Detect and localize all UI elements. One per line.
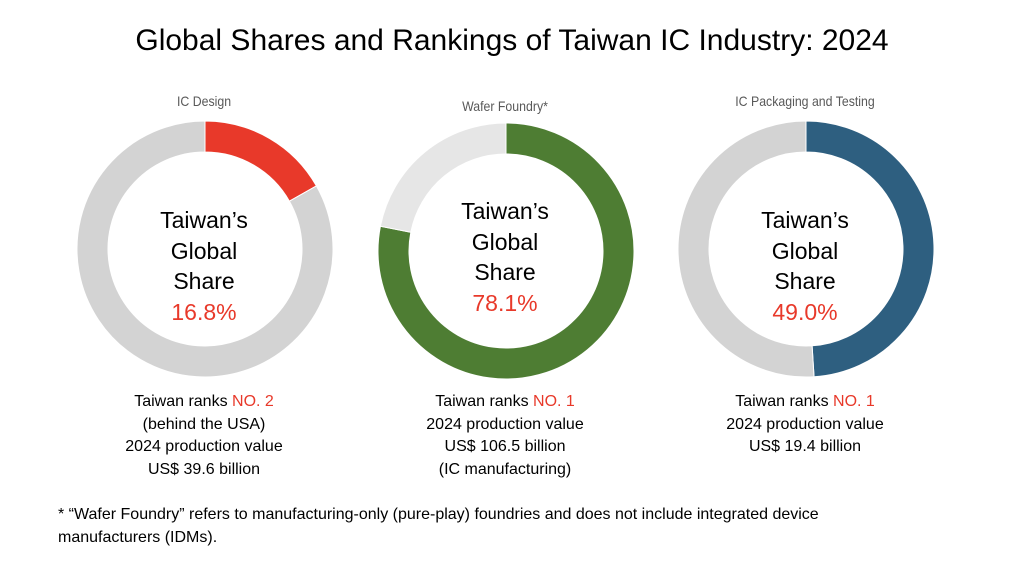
donut-slice-2-rest [677,120,815,378]
center-text-wafer-foundry: Taiwan’s Global Share 78.1% [405,196,605,318]
center-line: Share [173,268,235,294]
note-line: (IC manufacturing) [438,460,572,478]
note-line: 2024 production value [726,415,884,433]
chart-label-ic-packaging: IC Packaging and Testing [735,93,875,109]
rank-value: NO. 1 [833,393,875,410]
description-wafer-foundry: Taiwan ranks NO. 1 2024 production value… [355,391,655,481]
center-line: Taiwan’s [761,207,849,233]
center-line: Share [474,259,536,285]
center-line: Taiwan’s [461,198,549,224]
note-line: (behind the USA) [142,415,266,433]
rank-prefix: Taiwan ranks [435,393,534,410]
share-value: 78.1% [472,289,538,316]
note-line: US$ 106.5 billion [444,438,566,455]
note-line: 2024 production value [125,438,283,455]
footnote: * “Wafer Foundry” refers to manufacturin… [58,503,978,549]
footnote-line: manufacturers (IDMs). [58,529,218,546]
share-value: 16.8% [171,298,237,325]
rank-prefix: Taiwan ranks [735,393,834,410]
note-line: 2024 production value [426,415,584,433]
center-text-ic-packaging: Taiwan’s Global Share 49.0% [705,205,905,327]
note-line: US$ 19.4 billion [748,438,862,455]
rank-line: Taiwan ranks NO. 1 [655,391,955,414]
center-line: Share [774,268,836,294]
center-line: Global [170,237,238,264]
note-line: US$ 39.6 billion [147,460,261,478]
donut-slice-0-rest [76,120,334,378]
description-ic-packaging: Taiwan ranks NO. 1 2024 production value… [655,391,955,459]
center-text-ic-design: Taiwan’s Global Share 16.8% [104,205,304,327]
chart-title: Global Shares and Rankings of Taiwan IC … [135,24,889,57]
rank-prefix: Taiwan ranks [134,393,233,410]
donut-slice-1-rest [379,122,507,233]
description-ic-design: Taiwan ranks NO. 2 (behind the USA) 2024… [54,391,354,481]
donut-slice-2-taiwan [805,120,935,378]
rank-value: NO. 1 [533,393,575,410]
rank-value: NO. 2 [232,393,274,410]
rank-line: Taiwan ranks NO. 1 [355,391,655,414]
donut-slice-0-taiwan [204,120,318,202]
footnote-line: * “Wafer Foundry” refers to manufacturin… [58,506,819,523]
center-line: Global [771,237,839,264]
share-value: 49.0% [772,298,838,325]
center-line: Global [471,228,539,255]
donut-slice-1-taiwan [377,122,635,380]
center-line: Taiwan’s [160,207,248,233]
rank-line: Taiwan ranks NO. 2 [54,391,354,414]
chart-label-ic-design: IC Design [176,93,232,109]
chart-label-wafer-foundry: Wafer Foundry* [462,98,548,114]
